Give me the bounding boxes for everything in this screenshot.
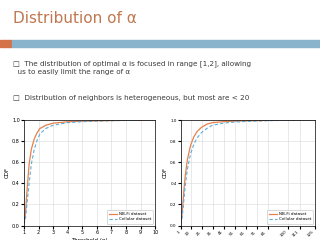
Legend: NB-Fi dataset, Cellular dataset: NB-Fi dataset, Cellular dataset <box>107 210 153 223</box>
NB-Fi dataset <box>183 176 187 179</box>
NB-Fi dataset <box>29 148 33 151</box>
NB-Fi dataset <box>27 163 31 166</box>
Cellular dataset <box>248 120 252 123</box>
Cellular dataset <box>124 119 128 122</box>
NB-Fi dataset <box>22 222 26 225</box>
NB-Fi dataset <box>179 222 183 225</box>
NB-Fi dataset <box>25 190 29 193</box>
NB-Fi dataset <box>109 119 113 122</box>
Line: Cellular dataset: Cellular dataset <box>181 120 315 225</box>
Cellular dataset <box>221 122 225 125</box>
Cellular dataset <box>199 131 203 134</box>
Cellular dataset <box>139 119 142 122</box>
Cellular dataset <box>27 182 31 185</box>
Cellular dataset <box>210 124 214 127</box>
NB-Fi dataset <box>38 127 42 130</box>
Y-axis label: CDF: CDF <box>162 167 167 178</box>
Cellular dataset <box>22 223 26 226</box>
Cellular dataset <box>182 197 186 200</box>
NB-Fi dataset <box>286 119 290 122</box>
Cellular dataset <box>188 152 192 155</box>
Cellular dataset <box>185 168 189 171</box>
Cellular dataset <box>35 139 39 142</box>
NB-Fi dataset <box>265 119 268 122</box>
NB-Fi dataset <box>66 120 70 123</box>
NB-Fi dataset <box>24 211 28 214</box>
NB-Fi dataset <box>180 214 184 216</box>
Cellular dataset <box>181 208 185 211</box>
Cellular dataset <box>66 121 70 124</box>
NB-Fi dataset <box>199 126 203 129</box>
Cellular dataset <box>29 163 33 166</box>
Line: NB-Fi dataset: NB-Fi dataset <box>181 120 315 223</box>
NB-Fi dataset <box>32 138 36 140</box>
Text: Distribution of α: Distribution of α <box>13 11 137 26</box>
NB-Fi dataset <box>95 120 99 122</box>
Line: Cellular dataset: Cellular dataset <box>24 120 155 225</box>
Cellular dataset <box>286 119 290 122</box>
NB-Fi dataset <box>232 120 236 123</box>
Cellular dataset <box>109 119 113 122</box>
Text: □  Distribution of neighbors is heterogeneous, but most are < 20: □ Distribution of neighbors is heterogen… <box>13 95 249 101</box>
NB-Fi dataset <box>153 119 157 121</box>
Cellular dataset <box>51 124 55 127</box>
X-axis label: Threshold (α): Threshold (α) <box>71 238 108 240</box>
NB-Fi dataset <box>124 119 128 122</box>
Cellular dataset <box>44 127 48 130</box>
NB-Fi dataset <box>221 120 225 123</box>
Cellular dataset <box>153 119 157 121</box>
Cellular dataset <box>205 127 209 130</box>
Cellular dataset <box>183 185 187 188</box>
NB-Fi dataset <box>210 121 214 124</box>
Cellular dataset <box>24 217 28 220</box>
NB-Fi dataset <box>192 135 196 138</box>
Cellular dataset <box>80 120 84 123</box>
Cellular dataset <box>179 223 183 226</box>
NB-Fi dataset <box>51 122 55 125</box>
NB-Fi dataset <box>139 119 142 122</box>
NB-Fi dataset <box>44 124 48 127</box>
Legend: NB-Fi dataset, Cellular dataset: NB-Fi dataset, Cellular dataset <box>267 210 313 223</box>
Bar <box>0 40 12 47</box>
Cellular dataset <box>195 137 199 139</box>
NB-Fi dataset <box>205 123 209 126</box>
NB-Fi dataset <box>313 119 317 121</box>
NB-Fi dataset <box>185 159 189 162</box>
NB-Fi dataset <box>181 201 185 204</box>
NB-Fi dataset <box>80 120 84 123</box>
Cellular dataset <box>38 132 42 135</box>
NB-Fi dataset <box>248 119 252 122</box>
NB-Fi dataset <box>182 187 186 190</box>
Cellular dataset <box>192 143 196 146</box>
Cellular dataset <box>265 119 268 122</box>
NB-Fi dataset <box>188 144 192 147</box>
Cellular dataset <box>232 121 236 124</box>
Cellular dataset <box>95 120 99 122</box>
NB-Fi dataset <box>195 130 199 133</box>
Cellular dataset <box>25 203 29 206</box>
NB-Fi dataset <box>35 131 39 134</box>
Cellular dataset <box>180 218 184 221</box>
Y-axis label: CDF: CDF <box>4 167 9 178</box>
Cellular dataset <box>313 119 317 121</box>
Line: NB-Fi dataset: NB-Fi dataset <box>24 120 155 223</box>
Cellular dataset <box>32 148 36 151</box>
Text: □  The distribution of optimal α is focused in range [1,2], allowing
  us to eas: □ The distribution of optimal α is focus… <box>13 60 251 75</box>
